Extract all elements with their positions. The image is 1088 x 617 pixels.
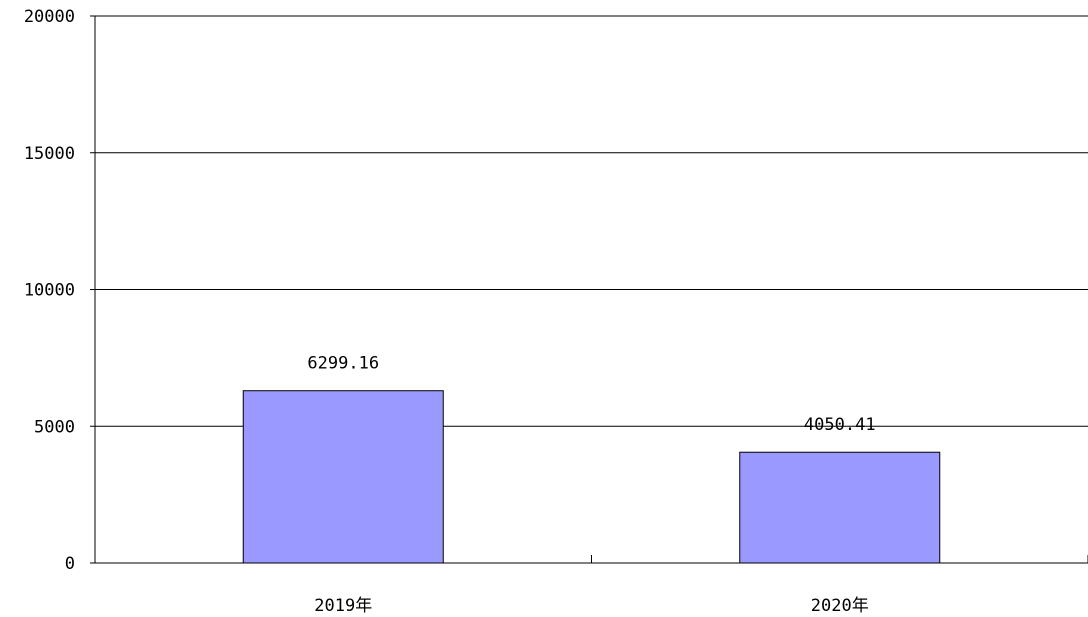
bar-1	[242, 390, 444, 564]
y-tick-label: 5000	[34, 417, 75, 437]
x-tick-label-1: 2019年	[314, 596, 372, 616]
data-label-2: 4050.41	[804, 415, 876, 435]
labels: 0 5000 10000 15000 20000 6299.16 2019年 4050.41 2…	[24, 7, 876, 616]
bar-2	[739, 451, 941, 564]
y-tick-label: 10000	[24, 281, 75, 301]
bars	[242, 390, 941, 564]
data-label-1: 6299.16	[307, 354, 379, 374]
y-tick-label: 0	[65, 554, 75, 574]
y-tick-label: 15000	[24, 144, 75, 164]
y-tick-label: 20000	[24, 7, 75, 27]
x-tick-label-2: 2020年	[811, 596, 869, 616]
